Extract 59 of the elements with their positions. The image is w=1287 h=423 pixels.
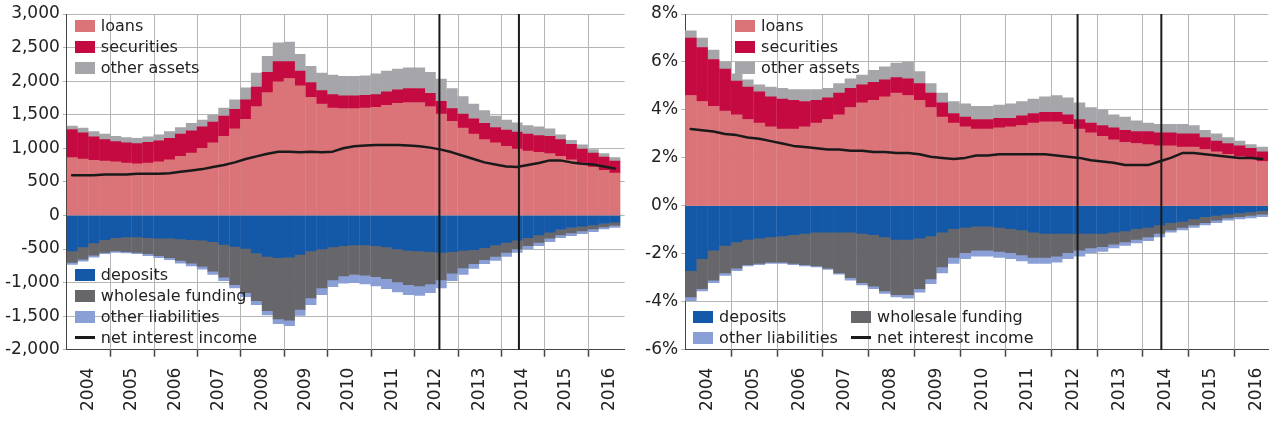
legend-label: loans (761, 16, 804, 35)
y-tick-label: 2,000 (11, 69, 60, 90)
y-tick-label: -4% (644, 290, 679, 311)
legend-label: net interest income (100, 327, 258, 347)
legend-label: wholesale funding (877, 306, 1023, 326)
x-tick-label: 2009 (293, 367, 314, 411)
x-tick-label: 2010 (970, 367, 991, 411)
x-tick-label: 2014 (1153, 367, 1174, 411)
x-tick-label: 2005 (120, 367, 141, 411)
y-tick-label: 0 (48, 203, 60, 224)
x-tick-label: 2016 (597, 367, 618, 411)
x-tick-label: 2004 (76, 367, 97, 411)
y-tick-label: -1,500 (4, 304, 60, 325)
x-tick-label: 2007 (833, 367, 854, 411)
y-tick-label: -2% (644, 242, 679, 263)
legend-label: other assets (761, 58, 860, 77)
x-tick-label: 2013 (1107, 367, 1128, 411)
y-tick-label: -2,000 (4, 338, 60, 359)
x-tick-label: 2011 (380, 367, 401, 411)
legend-label: wholesale funding (100, 285, 247, 305)
x-tick-label: 2006 (163, 367, 184, 411)
y-tick-label: 1,000 (11, 136, 60, 157)
legend-label: other liabilities (719, 327, 838, 347)
y-tick-label: -1,000 (4, 271, 60, 292)
x-tick-label: 2008 (879, 367, 900, 411)
y-tick-label: 4% (651, 98, 679, 119)
legend-label: loans (100, 16, 144, 35)
legend-label: deposits (719, 306, 787, 326)
legend-label: other assets (100, 58, 200, 77)
y-tick-label: 2,500 (11, 36, 60, 56)
y-tick-label: 8% (651, 2, 679, 23)
legend-label: securities (761, 37, 839, 56)
legend-label: securities (100, 37, 178, 56)
x-tick-label: 2010 (337, 367, 358, 411)
y-tick-label: 2% (651, 146, 679, 167)
x-tick-label: 2011 (1016, 367, 1037, 411)
x-tick-label: 2008 (250, 367, 271, 411)
y-tick-label: 1,500 (11, 103, 60, 124)
x-tick-label: 2006 (787, 367, 808, 411)
x-tick-label: 2004 (696, 367, 717, 411)
y-tick-label: 500 (27, 170, 60, 191)
x-tick-label: 2009 (924, 367, 945, 411)
legend-label: other liabilities (100, 306, 220, 326)
y-tick-label: 0% (651, 194, 679, 215)
y-tick-label: 3,000 (11, 2, 60, 23)
legend-label: net interest income (877, 327, 1034, 347)
x-tick-label: 2007 (207, 367, 227, 411)
x-tick-label: 2016 (1245, 367, 1266, 411)
x-tick-label: 2005 (742, 367, 762, 411)
x-tick-label: 2012 (1062, 367, 1083, 411)
x-tick-label: 2014 (510, 367, 531, 411)
legend-label: deposits (100, 264, 169, 284)
x-tick-label: 2013 (467, 367, 488, 411)
x-tick-label: 2015 (1199, 367, 1220, 411)
y-tick-label: 6% (651, 50, 679, 71)
y-tick-label: -6% (644, 338, 679, 359)
x-tick-label: 2015 (554, 367, 575, 411)
y-tick-label: -500 (21, 237, 60, 258)
x-tick-label: 2012 (424, 367, 445, 411)
